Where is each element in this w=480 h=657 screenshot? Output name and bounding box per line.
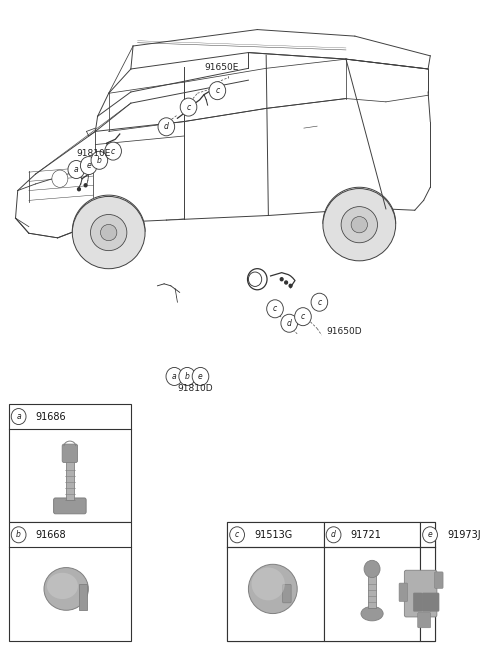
Bar bbox=[9, 404, 131, 522]
Text: e: e bbox=[86, 161, 91, 170]
Circle shape bbox=[311, 293, 328, 311]
Bar bbox=[420, 522, 435, 641]
Text: b: b bbox=[97, 156, 102, 165]
Bar bbox=[9, 522, 131, 641]
Circle shape bbox=[326, 527, 341, 543]
Circle shape bbox=[289, 284, 292, 287]
FancyBboxPatch shape bbox=[422, 593, 431, 612]
Ellipse shape bbox=[361, 606, 383, 621]
Text: 91721: 91721 bbox=[350, 530, 381, 540]
Circle shape bbox=[91, 151, 108, 170]
Bar bbox=[368, 570, 376, 608]
FancyBboxPatch shape bbox=[54, 498, 86, 514]
Text: 91650D: 91650D bbox=[326, 327, 361, 336]
Ellipse shape bbox=[252, 568, 285, 600]
Circle shape bbox=[78, 188, 80, 191]
Circle shape bbox=[52, 170, 68, 187]
Text: c: c bbox=[273, 304, 277, 313]
Text: 91810D: 91810D bbox=[178, 384, 213, 394]
Bar bbox=[420, 522, 435, 641]
Circle shape bbox=[230, 527, 244, 543]
Text: e: e bbox=[198, 372, 203, 381]
Text: c: c bbox=[301, 312, 305, 321]
Text: a: a bbox=[74, 165, 79, 174]
Text: d: d bbox=[331, 530, 336, 539]
FancyBboxPatch shape bbox=[418, 612, 431, 628]
Circle shape bbox=[364, 560, 380, 578]
FancyBboxPatch shape bbox=[62, 444, 78, 463]
Ellipse shape bbox=[47, 573, 78, 599]
Text: b: b bbox=[185, 372, 190, 381]
Bar bbox=[66, 461, 74, 500]
FancyBboxPatch shape bbox=[413, 593, 422, 612]
Text: 91686: 91686 bbox=[36, 411, 66, 422]
Circle shape bbox=[11, 409, 26, 424]
Bar bbox=[228, 522, 324, 641]
Circle shape bbox=[68, 160, 84, 179]
Circle shape bbox=[285, 281, 288, 284]
Ellipse shape bbox=[341, 206, 377, 242]
Circle shape bbox=[179, 367, 195, 386]
Text: c: c bbox=[235, 530, 239, 539]
Circle shape bbox=[166, 367, 183, 386]
Text: c: c bbox=[215, 86, 219, 95]
Ellipse shape bbox=[249, 564, 297, 614]
Circle shape bbox=[105, 142, 121, 160]
Text: c: c bbox=[317, 298, 322, 307]
Ellipse shape bbox=[91, 214, 127, 251]
Circle shape bbox=[423, 527, 437, 543]
Text: b: b bbox=[16, 530, 21, 539]
Circle shape bbox=[158, 118, 175, 136]
Circle shape bbox=[11, 527, 26, 543]
Text: c: c bbox=[186, 102, 191, 112]
Text: a: a bbox=[172, 372, 177, 381]
Text: a: a bbox=[16, 412, 21, 421]
Text: c: c bbox=[111, 147, 115, 156]
Bar bbox=[228, 522, 324, 641]
Text: e: e bbox=[428, 530, 432, 539]
Circle shape bbox=[180, 98, 197, 116]
Ellipse shape bbox=[351, 217, 368, 233]
Text: d: d bbox=[287, 319, 292, 328]
Ellipse shape bbox=[44, 568, 88, 610]
Text: 91513G: 91513G bbox=[254, 530, 292, 540]
FancyBboxPatch shape bbox=[404, 570, 437, 617]
Text: d: d bbox=[164, 122, 169, 131]
FancyBboxPatch shape bbox=[399, 583, 408, 602]
Circle shape bbox=[80, 156, 97, 175]
Text: 91810E: 91810E bbox=[76, 148, 110, 158]
Ellipse shape bbox=[100, 225, 117, 240]
Circle shape bbox=[192, 367, 209, 386]
Bar bbox=[79, 584, 87, 610]
FancyBboxPatch shape bbox=[430, 593, 439, 612]
Circle shape bbox=[84, 184, 87, 187]
Ellipse shape bbox=[323, 189, 396, 261]
Bar bbox=[324, 522, 420, 641]
Ellipse shape bbox=[72, 196, 145, 269]
Circle shape bbox=[295, 307, 312, 326]
Circle shape bbox=[267, 300, 283, 318]
FancyBboxPatch shape bbox=[283, 584, 291, 603]
Circle shape bbox=[280, 278, 283, 281]
Circle shape bbox=[209, 81, 226, 100]
Text: 91650E: 91650E bbox=[204, 63, 239, 72]
FancyBboxPatch shape bbox=[434, 572, 443, 589]
Text: 91668: 91668 bbox=[36, 530, 66, 540]
Circle shape bbox=[281, 314, 298, 332]
Text: 91973J: 91973J bbox=[447, 530, 480, 540]
Bar bbox=[324, 522, 420, 641]
